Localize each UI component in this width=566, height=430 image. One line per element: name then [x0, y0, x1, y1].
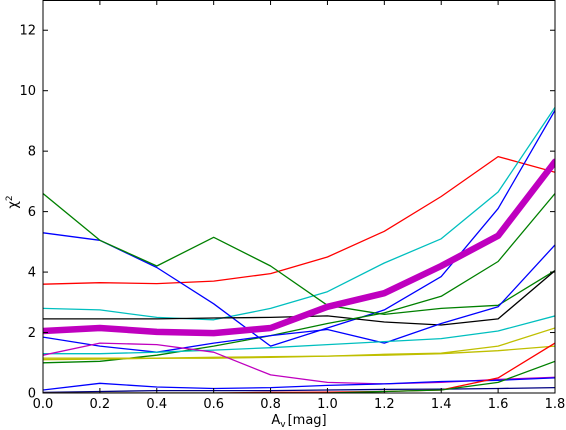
series-line-11: [43, 377, 555, 391]
y-tick-label: 10: [19, 84, 36, 99]
y-tick-label: 6: [28, 205, 36, 220]
x-tick-label: 1.6: [488, 397, 509, 412]
y-tick-label: 0: [28, 387, 36, 402]
series-line-10: [43, 342, 555, 385]
series-line-3: [43, 192, 555, 316]
x-tick-label: 0.2: [90, 397, 111, 412]
series-line-13: [43, 342, 555, 393]
series-line-0: [43, 155, 555, 285]
series-layer: [43, 106, 555, 393]
x-tick-label: 1.4: [431, 397, 452, 412]
series-line-12: [43, 386, 555, 393]
x-tick-label: 0.4: [146, 397, 167, 412]
series-line-7: [43, 315, 555, 355]
series-line-6: [43, 244, 555, 353]
x-axis-label: Av [mag]: [271, 413, 326, 430]
x-tick-label: 1.0: [317, 397, 338, 412]
series-line-1: [43, 106, 555, 321]
x-tick-label: 0.0: [33, 397, 54, 412]
x-tick-label: 0.6: [203, 397, 224, 412]
y-tick-label: 12: [19, 24, 36, 39]
series-line-15: [43, 158, 555, 337]
series-line-14: [43, 360, 555, 393]
series-line-9: [43, 345, 555, 359]
y-tick-label: 2: [28, 326, 36, 341]
y-tick-label: 4: [28, 266, 36, 281]
series-line-2: [43, 109, 555, 347]
y-tick-label: 8: [28, 145, 36, 160]
plot-frame: [42, 0, 556, 394]
y-axis: 0 2 4 6 8 10 12: [19, 24, 555, 402]
x-tick-label: 0.8: [260, 397, 281, 412]
x-tick-label: 1.8: [545, 397, 566, 412]
y-axis-label: χ2: [5, 195, 21, 208]
x-axis: 0.0 0.2 0.4 0.6 0.8 1.0 1.2 1.4 1.6 1.8: [33, 0, 566, 412]
x-tick-label: 1.2: [374, 397, 395, 412]
